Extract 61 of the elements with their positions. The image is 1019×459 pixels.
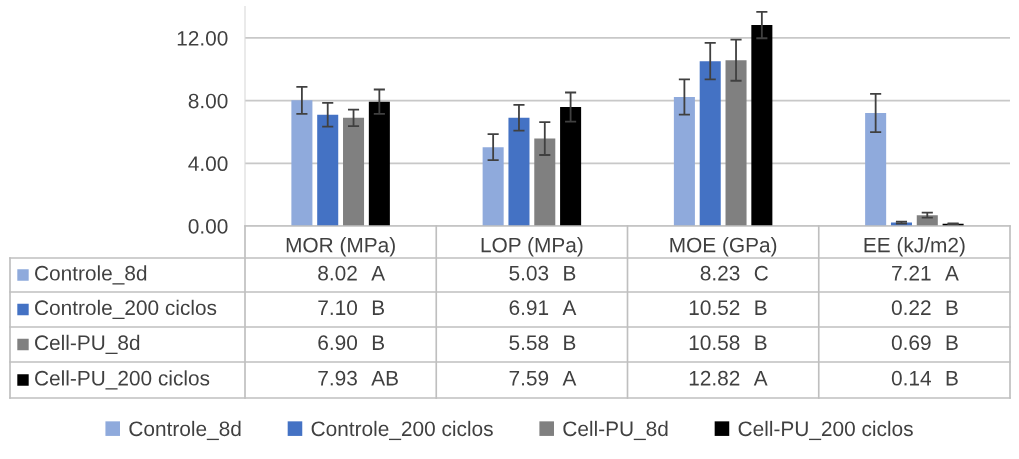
x-tick-label: MOR (MPa) xyxy=(286,237,395,257)
y-tick-label: 12.00 xyxy=(177,30,228,46)
bar xyxy=(368,101,390,226)
legend-label: Cell-PU_200 ciclos xyxy=(738,420,913,441)
legend-label: Controle_200 ciclos xyxy=(35,299,217,320)
data-label: 0.69 xyxy=(891,335,931,351)
data-label: 7.59 xyxy=(509,370,549,386)
bar xyxy=(291,100,313,226)
legend-label: Controle_8d xyxy=(35,265,147,285)
data-label: 7.93 xyxy=(318,370,357,386)
data-label: 8.23 xyxy=(700,265,740,281)
bar xyxy=(673,97,695,226)
bar xyxy=(560,107,582,226)
data-label: 8.02 xyxy=(318,265,357,281)
data-label: 0.22 xyxy=(891,300,931,316)
text: B xyxy=(755,300,767,315)
data-label: 6.90 xyxy=(318,335,358,351)
data-label: 0.14 xyxy=(891,370,931,386)
bar xyxy=(865,113,887,226)
bar xyxy=(508,117,530,226)
text: A xyxy=(371,266,386,281)
text: B xyxy=(755,335,767,350)
text: A xyxy=(562,371,577,386)
x-tick-label: MOE (GPa) xyxy=(670,237,777,257)
bar xyxy=(482,147,504,226)
bar xyxy=(317,114,339,226)
text: Cell-PU_200 ciclos xyxy=(35,370,210,390)
text: B xyxy=(372,300,385,315)
data-label: 7.21 xyxy=(892,265,931,281)
bar xyxy=(699,61,721,226)
data-label: 7.10 xyxy=(318,300,358,316)
text: B xyxy=(946,371,958,386)
data-label: 6.91 xyxy=(509,300,549,316)
y-tick-label: 8.00 xyxy=(188,93,228,109)
text: B xyxy=(372,335,385,350)
text: Controle_8d xyxy=(129,420,241,441)
text: A xyxy=(562,300,577,315)
legend-label: Cell-PU_8d xyxy=(563,420,668,441)
bar xyxy=(751,25,773,226)
text: B xyxy=(564,335,576,350)
text: AB xyxy=(371,371,398,386)
data-label: 10.58 xyxy=(689,335,740,351)
text: Controle_200 ciclos xyxy=(311,420,493,441)
text: B xyxy=(946,300,958,315)
text: B xyxy=(946,335,958,350)
text: Cell-PU_8d xyxy=(35,334,140,355)
data-label: 5.58 xyxy=(509,335,549,351)
x-tick-label: LOP (MPa) xyxy=(481,237,583,257)
x-tick-label: EE (kJ/m2) xyxy=(864,237,965,257)
text: C xyxy=(754,265,768,281)
data-label: 10.52 xyxy=(689,300,740,316)
text: B xyxy=(564,266,576,281)
y-tick-label: 0.00 xyxy=(188,219,228,234)
data-label: 12.82 xyxy=(689,370,740,386)
bar xyxy=(343,117,365,226)
bar xyxy=(534,138,556,226)
text: A xyxy=(945,266,959,281)
bar xyxy=(725,60,747,226)
text: A xyxy=(753,371,768,386)
y-tick-label: 4.00 xyxy=(188,156,228,172)
data-label: 5.03 xyxy=(509,265,549,281)
